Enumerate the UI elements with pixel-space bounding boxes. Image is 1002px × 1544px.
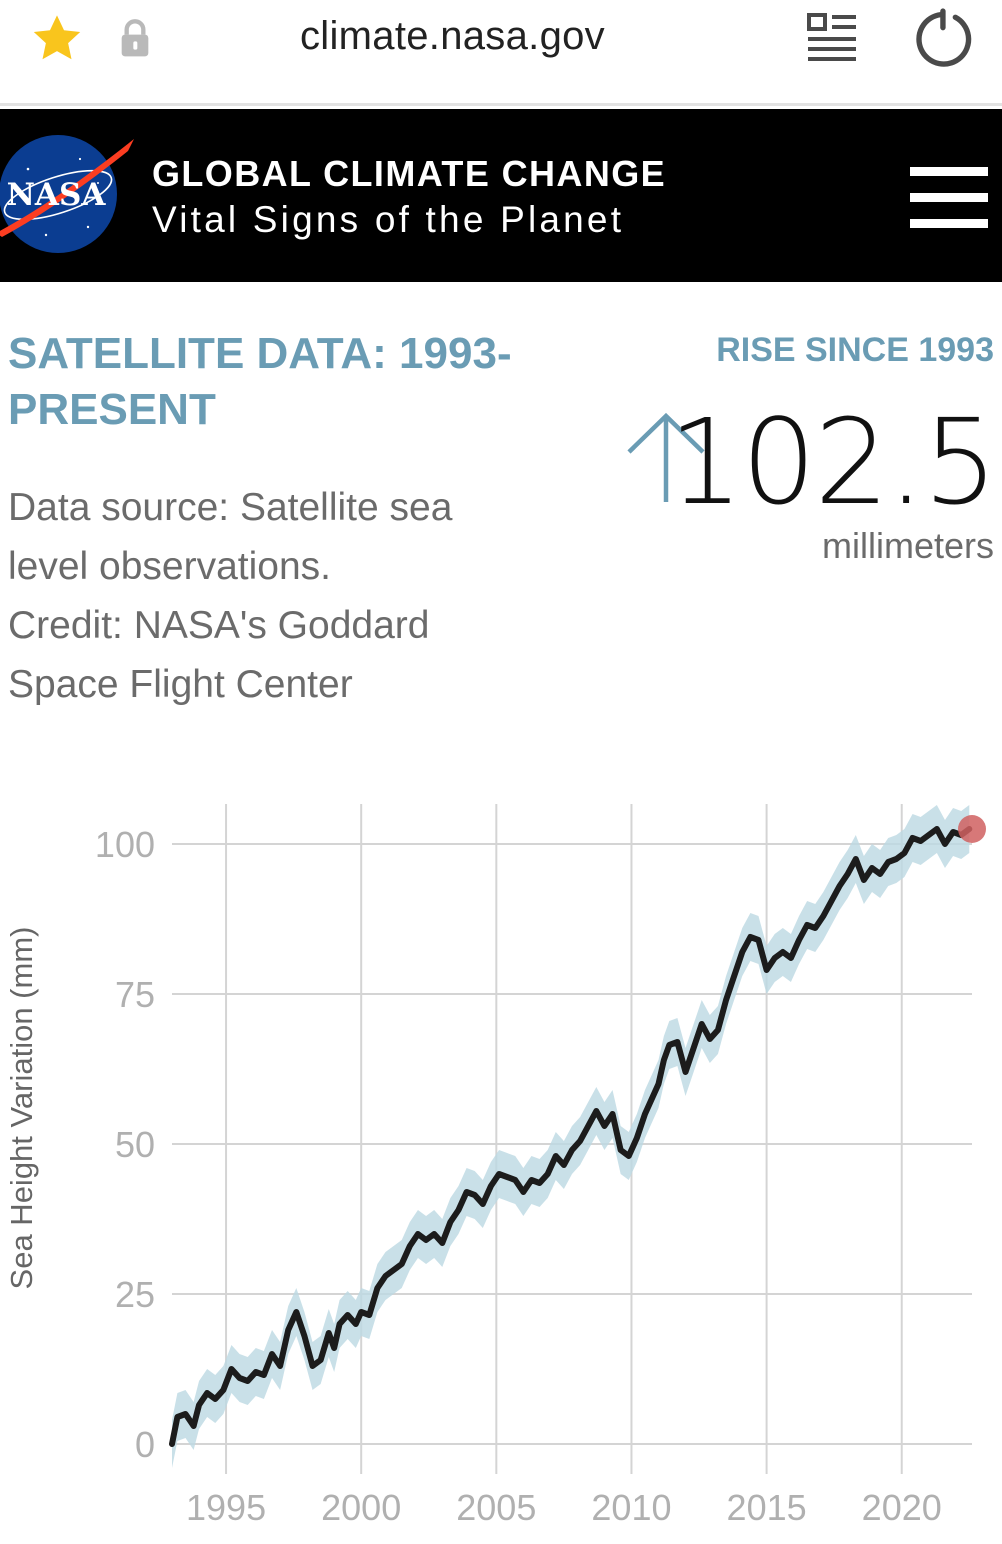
section-title: SATELLITE DATA: 1993-PRESENT — [8, 329, 512, 434]
svg-text:NASA: NASA — [7, 177, 107, 213]
y-tick-label: 0 — [135, 1424, 155, 1465]
site-header: NASA GLOBAL CLIMATE CHANGE Vital Signs o… — [0, 109, 1002, 282]
x-tick-label: 2000 — [321, 1487, 401, 1528]
source-line: Space Flight Center — [8, 663, 353, 706]
x-tick-label: 2010 — [591, 1487, 671, 1528]
latest-data-point[interactable] — [958, 815, 986, 843]
source-line: Data source: Satellite sea — [8, 486, 453, 529]
site-title[interactable]: GLOBAL CLIMATE CHANGE — [152, 153, 667, 194]
star-icon[interactable] — [28, 10, 86, 68]
y-tick-label: 100 — [95, 824, 155, 865]
site-subtitle: Vital Signs of the Planet — [152, 199, 625, 240]
source-line: Credit: NASA's Goddard — [8, 604, 430, 647]
y-tick-label: 75 — [115, 974, 155, 1015]
uncertainty-band — [172, 805, 970, 1468]
arrow-up-icon — [627, 412, 705, 502]
nasa-logo[interactable]: NASA — [0, 131, 138, 257]
y-axis-label: Sea Height Variation (mm) — [4, 927, 39, 1290]
rise-value: 102.5 — [668, 393, 998, 531]
x-tick-label: 2020 — [862, 1487, 942, 1528]
y-tick-label: 25 — [115, 1274, 155, 1315]
x-tick-label: 2005 — [456, 1487, 536, 1528]
reader-mode-icon[interactable] — [806, 12, 858, 62]
rise-label: RISE SINCE 1993 — [716, 331, 994, 369]
source-line: level observations. — [8, 545, 332, 588]
reload-icon[interactable] — [914, 8, 976, 70]
url-bar[interactable]: climate.nasa.gov — [300, 14, 605, 58]
x-tick-label: 1995 — [186, 1487, 266, 1528]
rise-unit: millimeters — [821, 525, 994, 566]
sea-level-chart[interactable]: 0 25 50 75 100 1995 2000 2005 2010 2015 2020 Sea … — [0, 790, 1002, 1544]
y-tick-label: 50 — [115, 1124, 155, 1165]
x-tick-label: 2015 — [727, 1487, 807, 1528]
sea-level-series-line — [169, 826, 973, 1447]
lock-icon[interactable] — [118, 18, 152, 58]
data-source-credit: Data source: Satellite sea level observa… — [8, 478, 528, 714]
browser-toolbar: climate.nasa.gov — [0, 0, 1002, 106]
menu-button[interactable] — [910, 167, 988, 229]
